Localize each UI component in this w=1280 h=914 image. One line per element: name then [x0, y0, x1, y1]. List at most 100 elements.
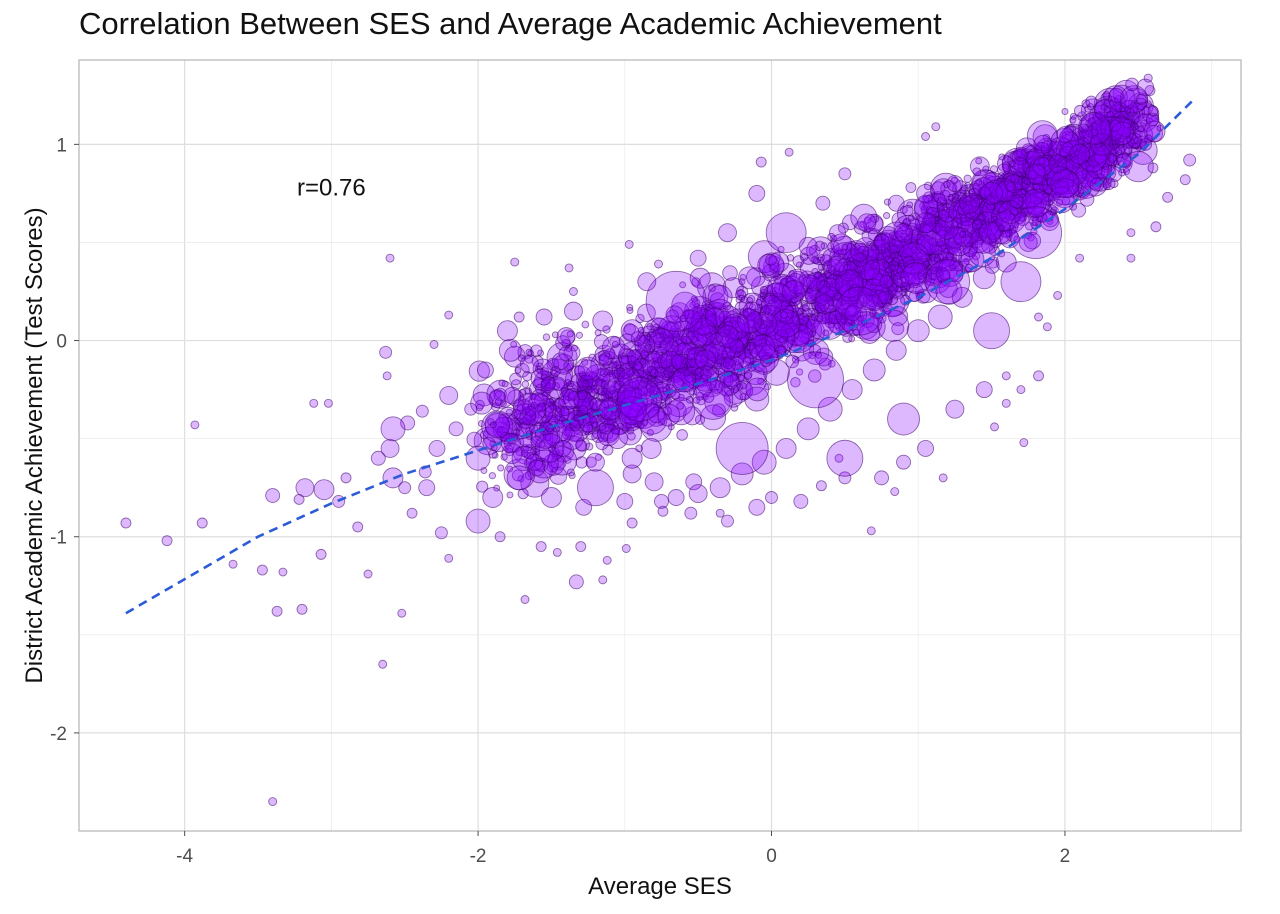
data-point	[528, 459, 546, 477]
data-point	[604, 430, 614, 440]
data-point	[640, 437, 662, 459]
data-point	[1126, 253, 1136, 263]
data-point	[496, 320, 518, 342]
data-point	[1033, 134, 1053, 154]
data-point	[933, 255, 941, 263]
data-point	[465, 445, 491, 471]
data-point	[902, 204, 914, 217]
data-point	[611, 340, 619, 348]
data-point	[765, 491, 778, 504]
data-point	[1179, 174, 1191, 186]
data-point	[959, 230, 967, 238]
data-point	[815, 480, 827, 492]
data-point	[792, 255, 805, 268]
data-point	[626, 517, 638, 529]
data-point	[857, 213, 877, 233]
data-point	[161, 535, 173, 547]
data-point	[887, 285, 895, 293]
data-point	[575, 456, 588, 469]
data-point	[530, 344, 543, 357]
data-point	[1061, 107, 1069, 116]
data-point	[654, 493, 669, 509]
data-point	[602, 555, 612, 565]
data-point	[890, 487, 900, 497]
data-point	[295, 478, 315, 498]
data-point	[814, 294, 835, 315]
data-point	[784, 147, 794, 157]
data-point	[323, 398, 333, 408]
data-point	[874, 470, 889, 486]
data-point	[1033, 370, 1044, 382]
data-point	[581, 379, 590, 388]
data-point	[841, 243, 849, 251]
data-point	[498, 338, 522, 362]
data-point	[748, 184, 766, 202]
data-point	[575, 439, 588, 452]
data-point	[1075, 253, 1085, 263]
data-point	[501, 380, 509, 388]
data-point	[1042, 133, 1051, 142]
data-point	[382, 371, 392, 381]
data-point	[888, 244, 898, 255]
data-point	[1123, 106, 1132, 115]
data-point	[520, 595, 530, 604]
data-point	[815, 195, 831, 211]
data-point	[616, 492, 634, 510]
data-point	[1150, 221, 1162, 233]
data-point	[1053, 290, 1063, 300]
data-point	[418, 479, 436, 497]
data-point	[521, 380, 530, 389]
data-point	[663, 373, 671, 381]
data-point	[581, 320, 590, 329]
data-point	[488, 472, 496, 480]
data-point	[489, 421, 497, 429]
data-point	[563, 360, 574, 371]
data-point	[906, 319, 930, 343]
y-tick-label: 1	[56, 135, 67, 156]
data-point	[484, 413, 510, 439]
data-point	[607, 428, 628, 450]
data-point	[739, 382, 747, 390]
data-point	[793, 493, 809, 509]
data-point	[1004, 174, 1024, 194]
data-point	[688, 484, 708, 504]
data-point	[650, 368, 659, 377]
data-point	[905, 182, 917, 193]
data-point	[738, 266, 761, 290]
data-point	[428, 439, 446, 457]
data-point	[510, 257, 520, 267]
data-point	[593, 334, 610, 350]
data-point	[535, 541, 547, 552]
data-point	[808, 369, 822, 383]
data-point	[434, 526, 448, 540]
data-point	[228, 559, 238, 569]
data-point	[503, 345, 526, 368]
data-point	[835, 286, 884, 336]
data-point	[990, 422, 999, 432]
x-axis-ticks: -4 -2 0 2	[176, 831, 1070, 867]
data-point	[888, 260, 900, 272]
data-point	[1079, 191, 1095, 207]
data-point	[927, 304, 953, 330]
data-point	[787, 351, 844, 409]
data-point	[959, 192, 981, 214]
x-tick-label: -2	[470, 846, 487, 867]
data-point	[1000, 261, 1042, 303]
data-point	[838, 167, 852, 181]
data-point	[718, 223, 737, 243]
data-point	[952, 196, 960, 204]
data-point	[640, 349, 649, 359]
data-point	[684, 506, 698, 520]
data-point	[1110, 121, 1135, 146]
data-point	[938, 473, 948, 483]
data-point	[577, 359, 599, 381]
data-point	[1019, 438, 1029, 448]
data-point	[915, 212, 937, 234]
data-point	[352, 521, 364, 533]
data-point	[476, 361, 494, 379]
data-point	[921, 132, 931, 141]
data-point	[506, 465, 532, 491]
x-tick-label: 0	[766, 846, 777, 867]
data-point	[633, 361, 643, 371]
data-point	[1001, 398, 1011, 408]
